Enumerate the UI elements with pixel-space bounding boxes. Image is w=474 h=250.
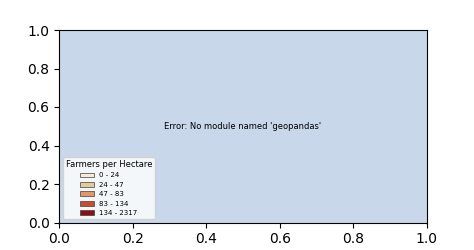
Legend: 0 - 24, 24 - 47, 47 - 83, 83 - 134, 134 - 2317: 0 - 24, 24 - 47, 47 - 83, 83 - 134, 134 …	[63, 157, 155, 219]
Text: Error: No module named 'geopandas': Error: No module named 'geopandas'	[164, 122, 321, 131]
